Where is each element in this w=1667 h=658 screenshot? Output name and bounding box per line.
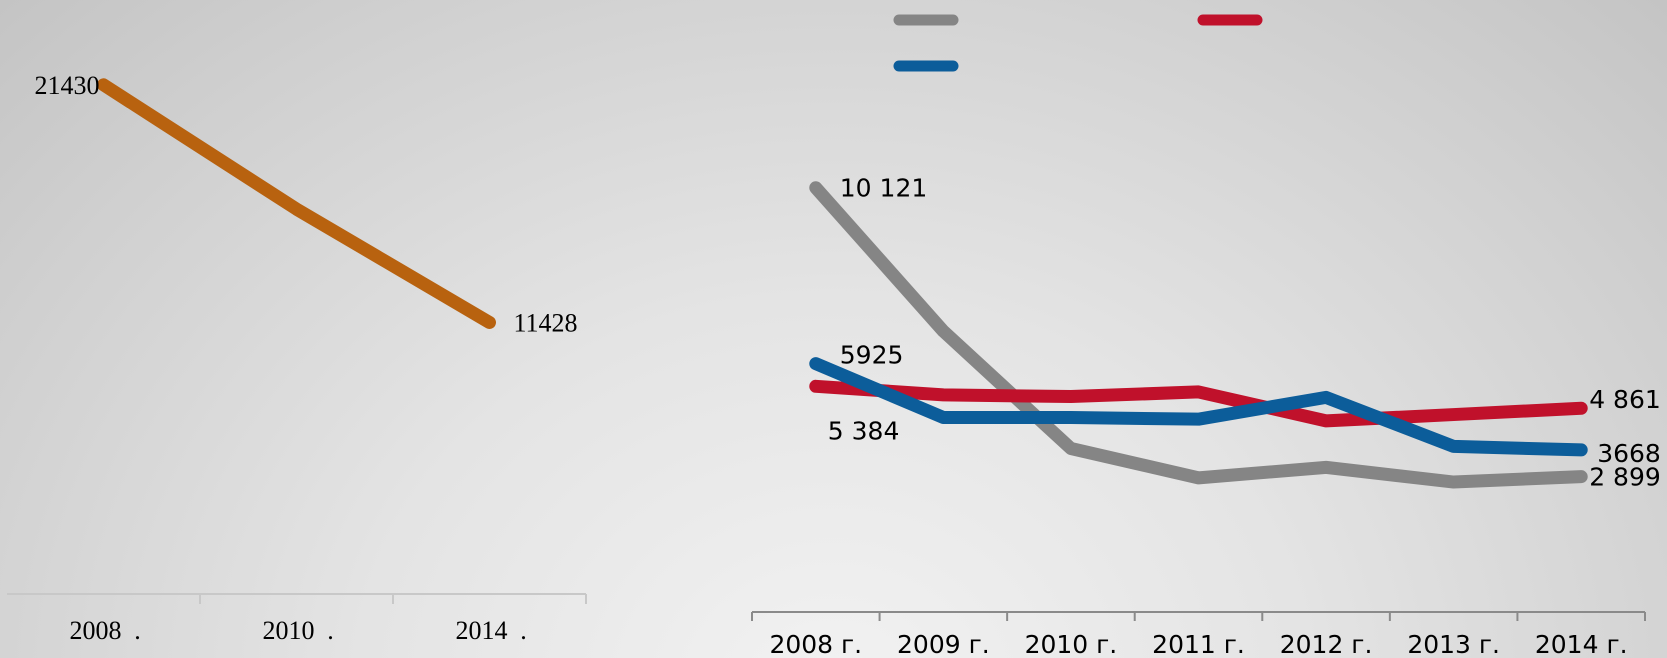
x-tick-label: 2014 [456, 616, 508, 645]
data-label: 21430 [35, 71, 100, 100]
x-tick-label: 2014 г. [1535, 630, 1628, 658]
x-tick-label: 2012 г. [1280, 630, 1373, 658]
x-tick-label: 2008 г. [769, 630, 862, 658]
data-label: 3668 [1597, 439, 1661, 468]
x-tick-label: 2008 [70, 616, 122, 645]
x-tick-suffix: . [327, 616, 334, 645]
chart-left: 2008. 2010. 2014. 21430 11428 [7, 71, 587, 645]
chart-right: 2008 г. 2009 г. 2010 г. 2011 г. 2012 г. 2013 … [751, 14, 1661, 658]
series-line [809, 357, 1588, 457]
data-label: 5925 [840, 341, 904, 370]
data-label: 10 121 [840, 174, 927, 203]
x-tick-label: 2009 г. [897, 630, 990, 658]
x-tick-suffix: . [520, 616, 527, 645]
x-tick-label: 2013 г. [1407, 630, 1500, 658]
data-label: 4 861 [1589, 385, 1661, 414]
data-label: 2 899 [1589, 463, 1661, 492]
series-line [809, 379, 1588, 428]
x-tick-label: 2010 [263, 616, 315, 645]
x-tick-label: 2010 г. [1025, 630, 1118, 658]
data-label: 11428 [514, 308, 578, 337]
x-tick-label: 2011 г. [1152, 630, 1245, 658]
x-tick-suffix: . [134, 616, 141, 645]
series-line [97, 78, 496, 329]
data-label: 5 384 [828, 416, 900, 445]
series-line [809, 181, 1588, 489]
